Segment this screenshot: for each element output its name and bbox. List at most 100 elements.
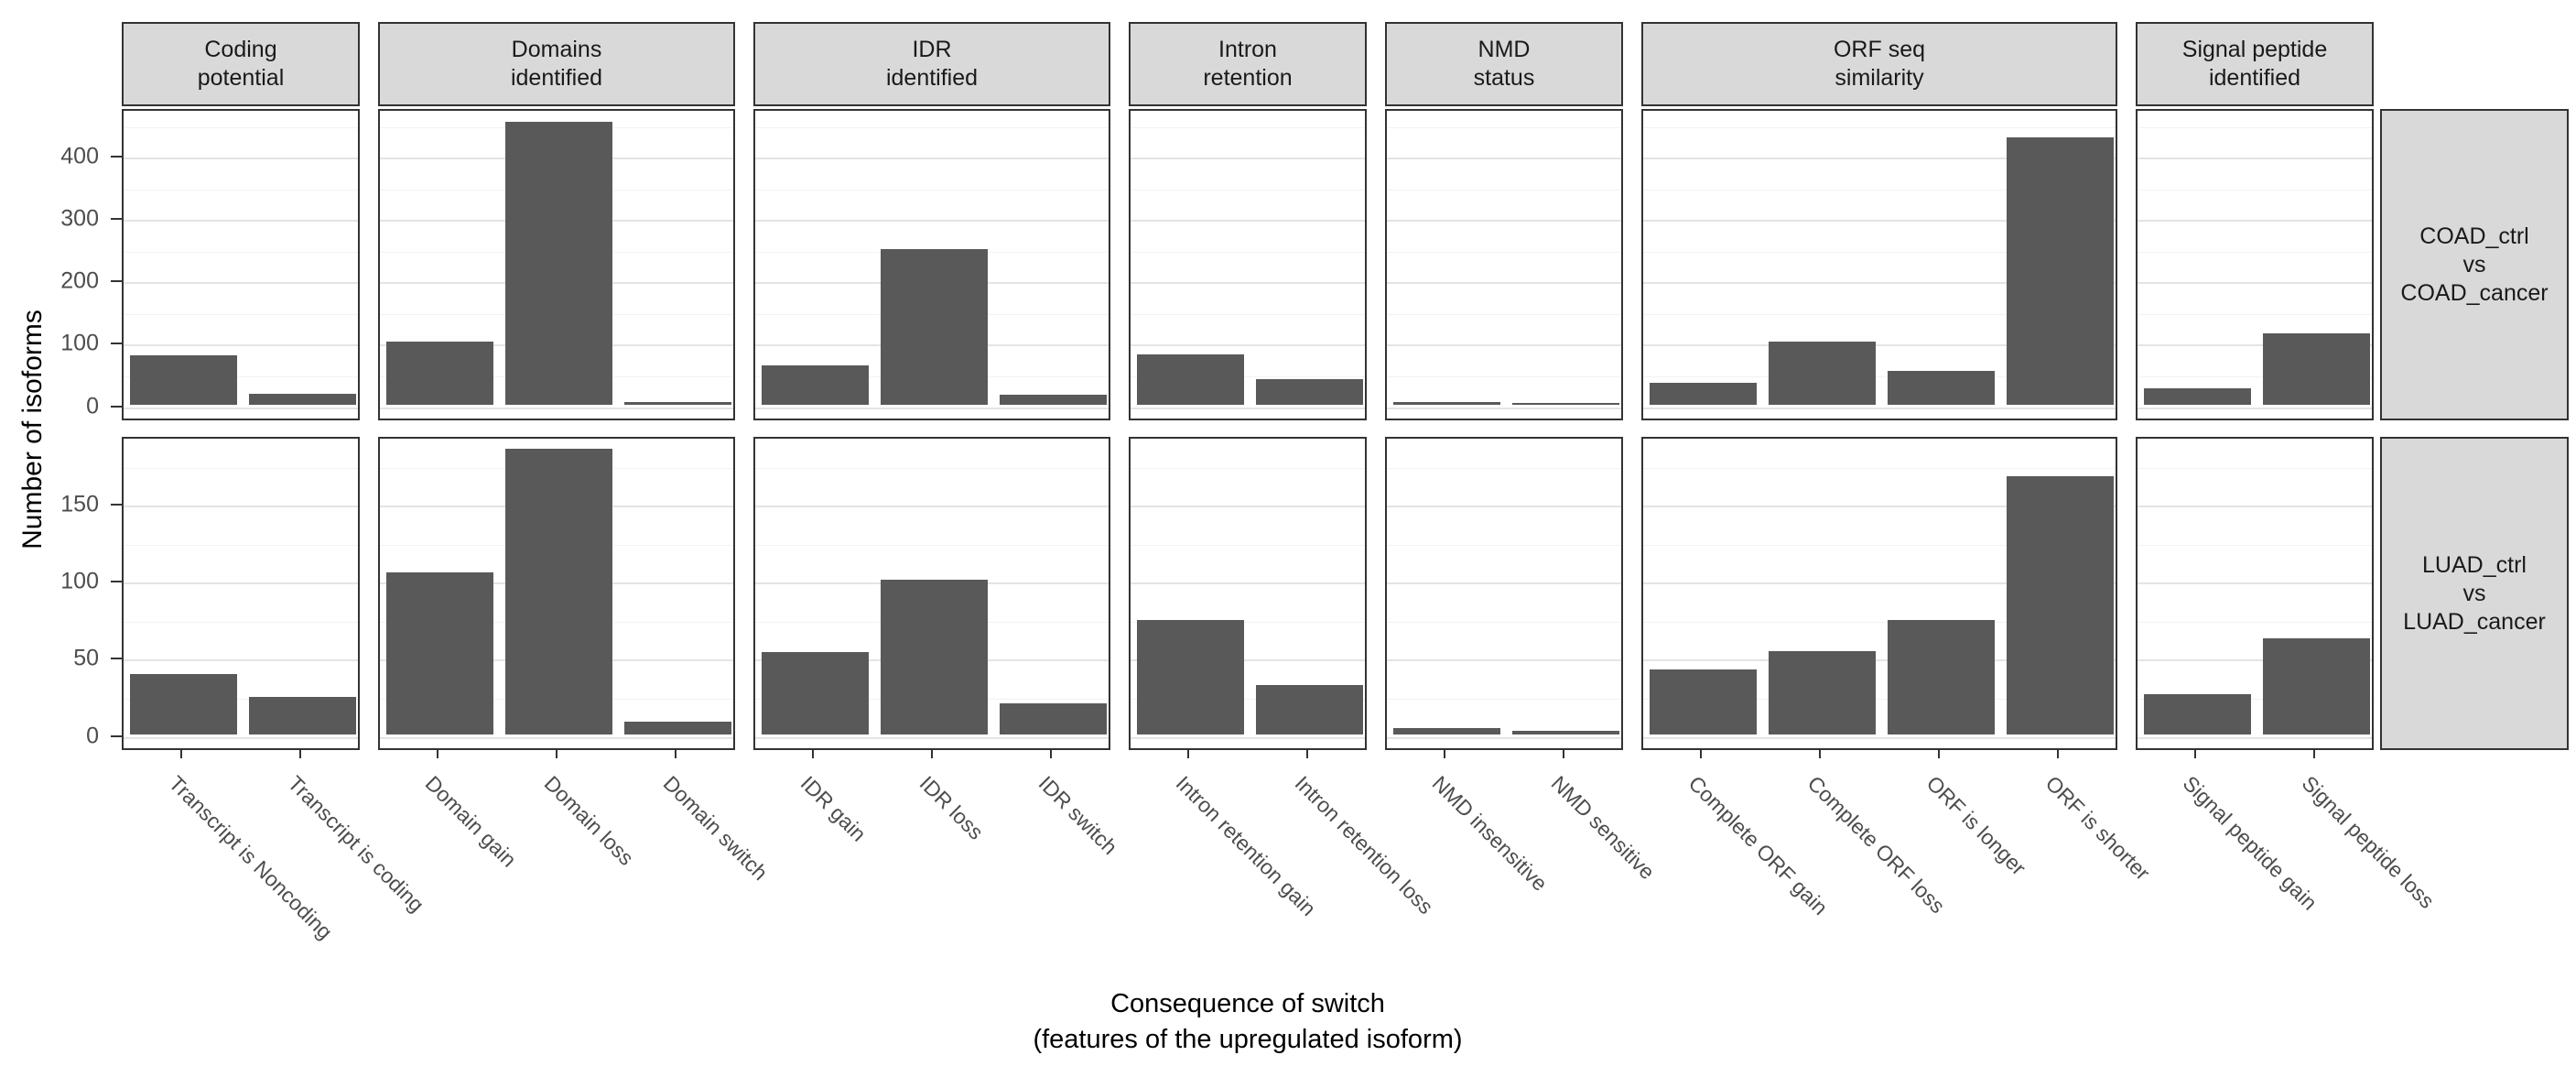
- facet-column-strip-label: NMD: [1477, 37, 1531, 62]
- facet-column-strip-label: IDR: [912, 37, 952, 62]
- gridline-minor: [1387, 314, 1621, 316]
- gridline-minor: [1131, 314, 1365, 316]
- facet-row-strip-label: COAD_ctrl: [2419, 223, 2529, 249]
- y-tick-label: 100: [60, 330, 99, 356]
- facet-panel: [2136, 437, 2374, 750]
- facet-row-strip-label: vs: [2462, 251, 2486, 277]
- bar: [623, 402, 731, 405]
- gridline-major: [1643, 659, 2116, 662]
- facet-column-strip: Signal peptide identified: [2136, 22, 2374, 106]
- bar: [129, 355, 237, 405]
- gridline-major: [1387, 344, 1621, 347]
- bar: [999, 702, 1107, 734]
- facet-column-strip-label: Signal peptide: [2181, 37, 2328, 62]
- gridline-major: [1643, 736, 2116, 739]
- gridline-minor: [1131, 699, 1365, 701]
- x-tick-label: ORF is shorter: [2040, 771, 2155, 886]
- gridline-major: [2138, 158, 2372, 160]
- y-tick-mark: [111, 280, 122, 283]
- y-tick-label: 0: [86, 393, 99, 419]
- gridline-major: [1387, 736, 1621, 739]
- gridline-major: [124, 282, 358, 285]
- gridline-minor: [124, 699, 358, 701]
- facet-column-strip-label: status: [1473, 65, 1535, 91]
- bar: [2006, 136, 2114, 405]
- facet-column-strip-label: identified: [510, 65, 603, 91]
- bar: [880, 249, 988, 405]
- facet-panel: [378, 109, 735, 420]
- gridline-major: [2138, 282, 2372, 285]
- facet-row-strip-label: LUAD_ctrl: [2422, 551, 2527, 578]
- bar: [1887, 370, 1995, 405]
- gridline-major: [1131, 407, 1365, 409]
- facet-row-strip: LUAD_ctrl vs LUAD_cancer: [2380, 437, 2569, 750]
- x-tick-mark: [812, 750, 814, 758]
- facet-column-strip: Coding potential: [122, 22, 360, 106]
- facet-row-strip-label: vs: [2462, 580, 2486, 606]
- x-axis-title-line2: (features of the upregulated isoform): [1033, 1025, 1463, 1054]
- x-tick-mark: [675, 750, 676, 758]
- facet-panel: [1385, 437, 1623, 750]
- gridline-major: [2138, 407, 2372, 409]
- gridline-major: [755, 506, 1109, 508]
- gridline-major: [124, 220, 358, 223]
- facet-column-strip-label: ORF seq: [1833, 37, 1926, 62]
- gridline-minor: [2138, 127, 2372, 129]
- facet-column-strip: Domains identified: [378, 22, 735, 106]
- gridline-minor: [124, 622, 358, 624]
- gridline-major: [380, 407, 733, 409]
- gridline-minor: [1131, 622, 1365, 624]
- x-tick-label: Domain switch: [658, 771, 773, 886]
- gridline-minor: [1387, 127, 1621, 129]
- gridline-major: [124, 582, 358, 585]
- gridline-minor: [1387, 252, 1621, 254]
- x-tick-mark: [437, 750, 438, 758]
- y-tick-mark: [111, 658, 122, 660]
- gridline-major: [1131, 344, 1365, 347]
- y-tick-mark: [111, 343, 122, 345]
- facet-panel: [122, 437, 360, 750]
- gridline-major: [124, 736, 358, 739]
- bar: [761, 365, 869, 405]
- x-tick-label: Signal peptide loss: [2297, 771, 2440, 913]
- gridline-major: [1131, 220, 1365, 223]
- gridline-minor: [124, 127, 358, 129]
- gridline-minor: [124, 467, 358, 469]
- facet-row-strip-label: COAD_cancer: [2400, 279, 2549, 306]
- gridline-major: [2138, 736, 2372, 739]
- gridline-major: [1387, 582, 1621, 585]
- x-axis-title-line1: Consequence of switch: [1110, 989, 1385, 1018]
- x-tick-mark: [2194, 750, 2196, 758]
- y-tick-label: 100: [60, 568, 99, 594]
- x-tick-label: ORF is longer: [1921, 771, 2031, 880]
- x-tick-mark: [2313, 750, 2315, 758]
- bar: [761, 652, 869, 734]
- facet-panel: [1641, 437, 2117, 750]
- x-tick-mark: [1563, 750, 1564, 758]
- bar: [1136, 354, 1244, 405]
- facet-column-strip-label: identified: [2208, 65, 2301, 91]
- bar: [129, 673, 237, 734]
- bar: [1255, 378, 1363, 405]
- x-tick-mark: [1306, 750, 1308, 758]
- gridline-minor: [1643, 314, 2116, 316]
- facet-column-strip-label: retention: [1203, 65, 1293, 91]
- gridline-major: [2138, 659, 2372, 662]
- gridline-major: [1131, 659, 1365, 662]
- gridline-major: [1643, 220, 2116, 223]
- gridline-minor: [124, 314, 358, 316]
- gridline-major: [124, 659, 358, 662]
- facet-column-strip-label: potential: [197, 65, 285, 91]
- x-tick-label: IDR gain: [796, 771, 871, 846]
- gridline-major: [2138, 344, 2372, 347]
- y-tick-mark: [111, 405, 122, 408]
- x-tick-mark: [1187, 750, 1189, 758]
- bar: [2006, 476, 2114, 734]
- facet-panel: [1129, 109, 1367, 420]
- gridline-major: [1387, 506, 1621, 508]
- x-tick-label: IDR loss: [915, 771, 989, 844]
- y-tick-label: 300: [60, 205, 99, 232]
- y-tick-label: 50: [73, 645, 99, 671]
- facet-row-strip-label: LUAD_cancer: [2403, 608, 2546, 635]
- gridline-major: [1387, 282, 1621, 285]
